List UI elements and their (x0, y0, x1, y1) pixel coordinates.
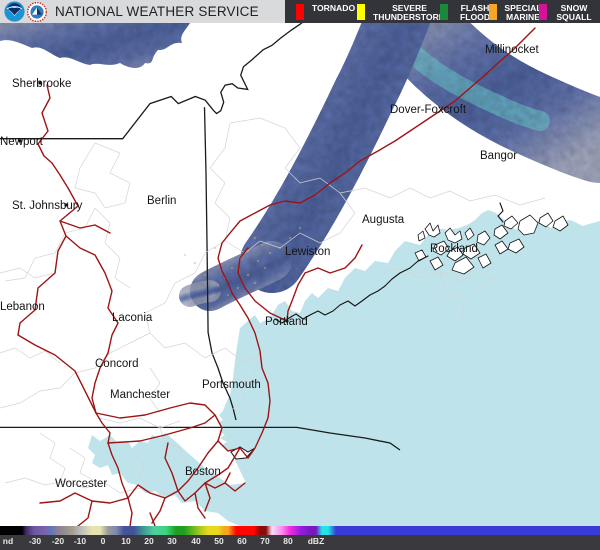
svg-text:Berlin: Berlin (147, 195, 176, 207)
svg-text:Lewiston: Lewiston (285, 246, 330, 258)
svg-text:Boston: Boston (185, 466, 221, 478)
svg-text:Portland: Portland (265, 316, 308, 328)
svg-text:Newport: Newport (0, 136, 44, 148)
svg-text:Manchester: Manchester (110, 389, 170, 401)
svg-text:Laconia: Laconia (112, 312, 153, 324)
svg-text:Dover-Foxcroft: Dover-Foxcroft (390, 104, 467, 116)
svg-text:Augusta: Augusta (362, 214, 405, 226)
svg-text:Worcester: Worcester (55, 478, 107, 490)
svg-text:St. Johnsbury: St. Johnsbury (12, 200, 83, 212)
svg-text:Portsmouth: Portsmouth (202, 379, 261, 391)
svg-text:Concord: Concord (95, 358, 138, 370)
svg-text:Bangor: Bangor (480, 150, 517, 162)
svg-text:Millinocket: Millinocket (485, 44, 539, 56)
svg-text:Sherbrooke: Sherbrooke (12, 78, 71, 90)
svg-text:Rockland: Rockland (430, 243, 478, 255)
svg-text:Lebanon: Lebanon (0, 301, 45, 313)
